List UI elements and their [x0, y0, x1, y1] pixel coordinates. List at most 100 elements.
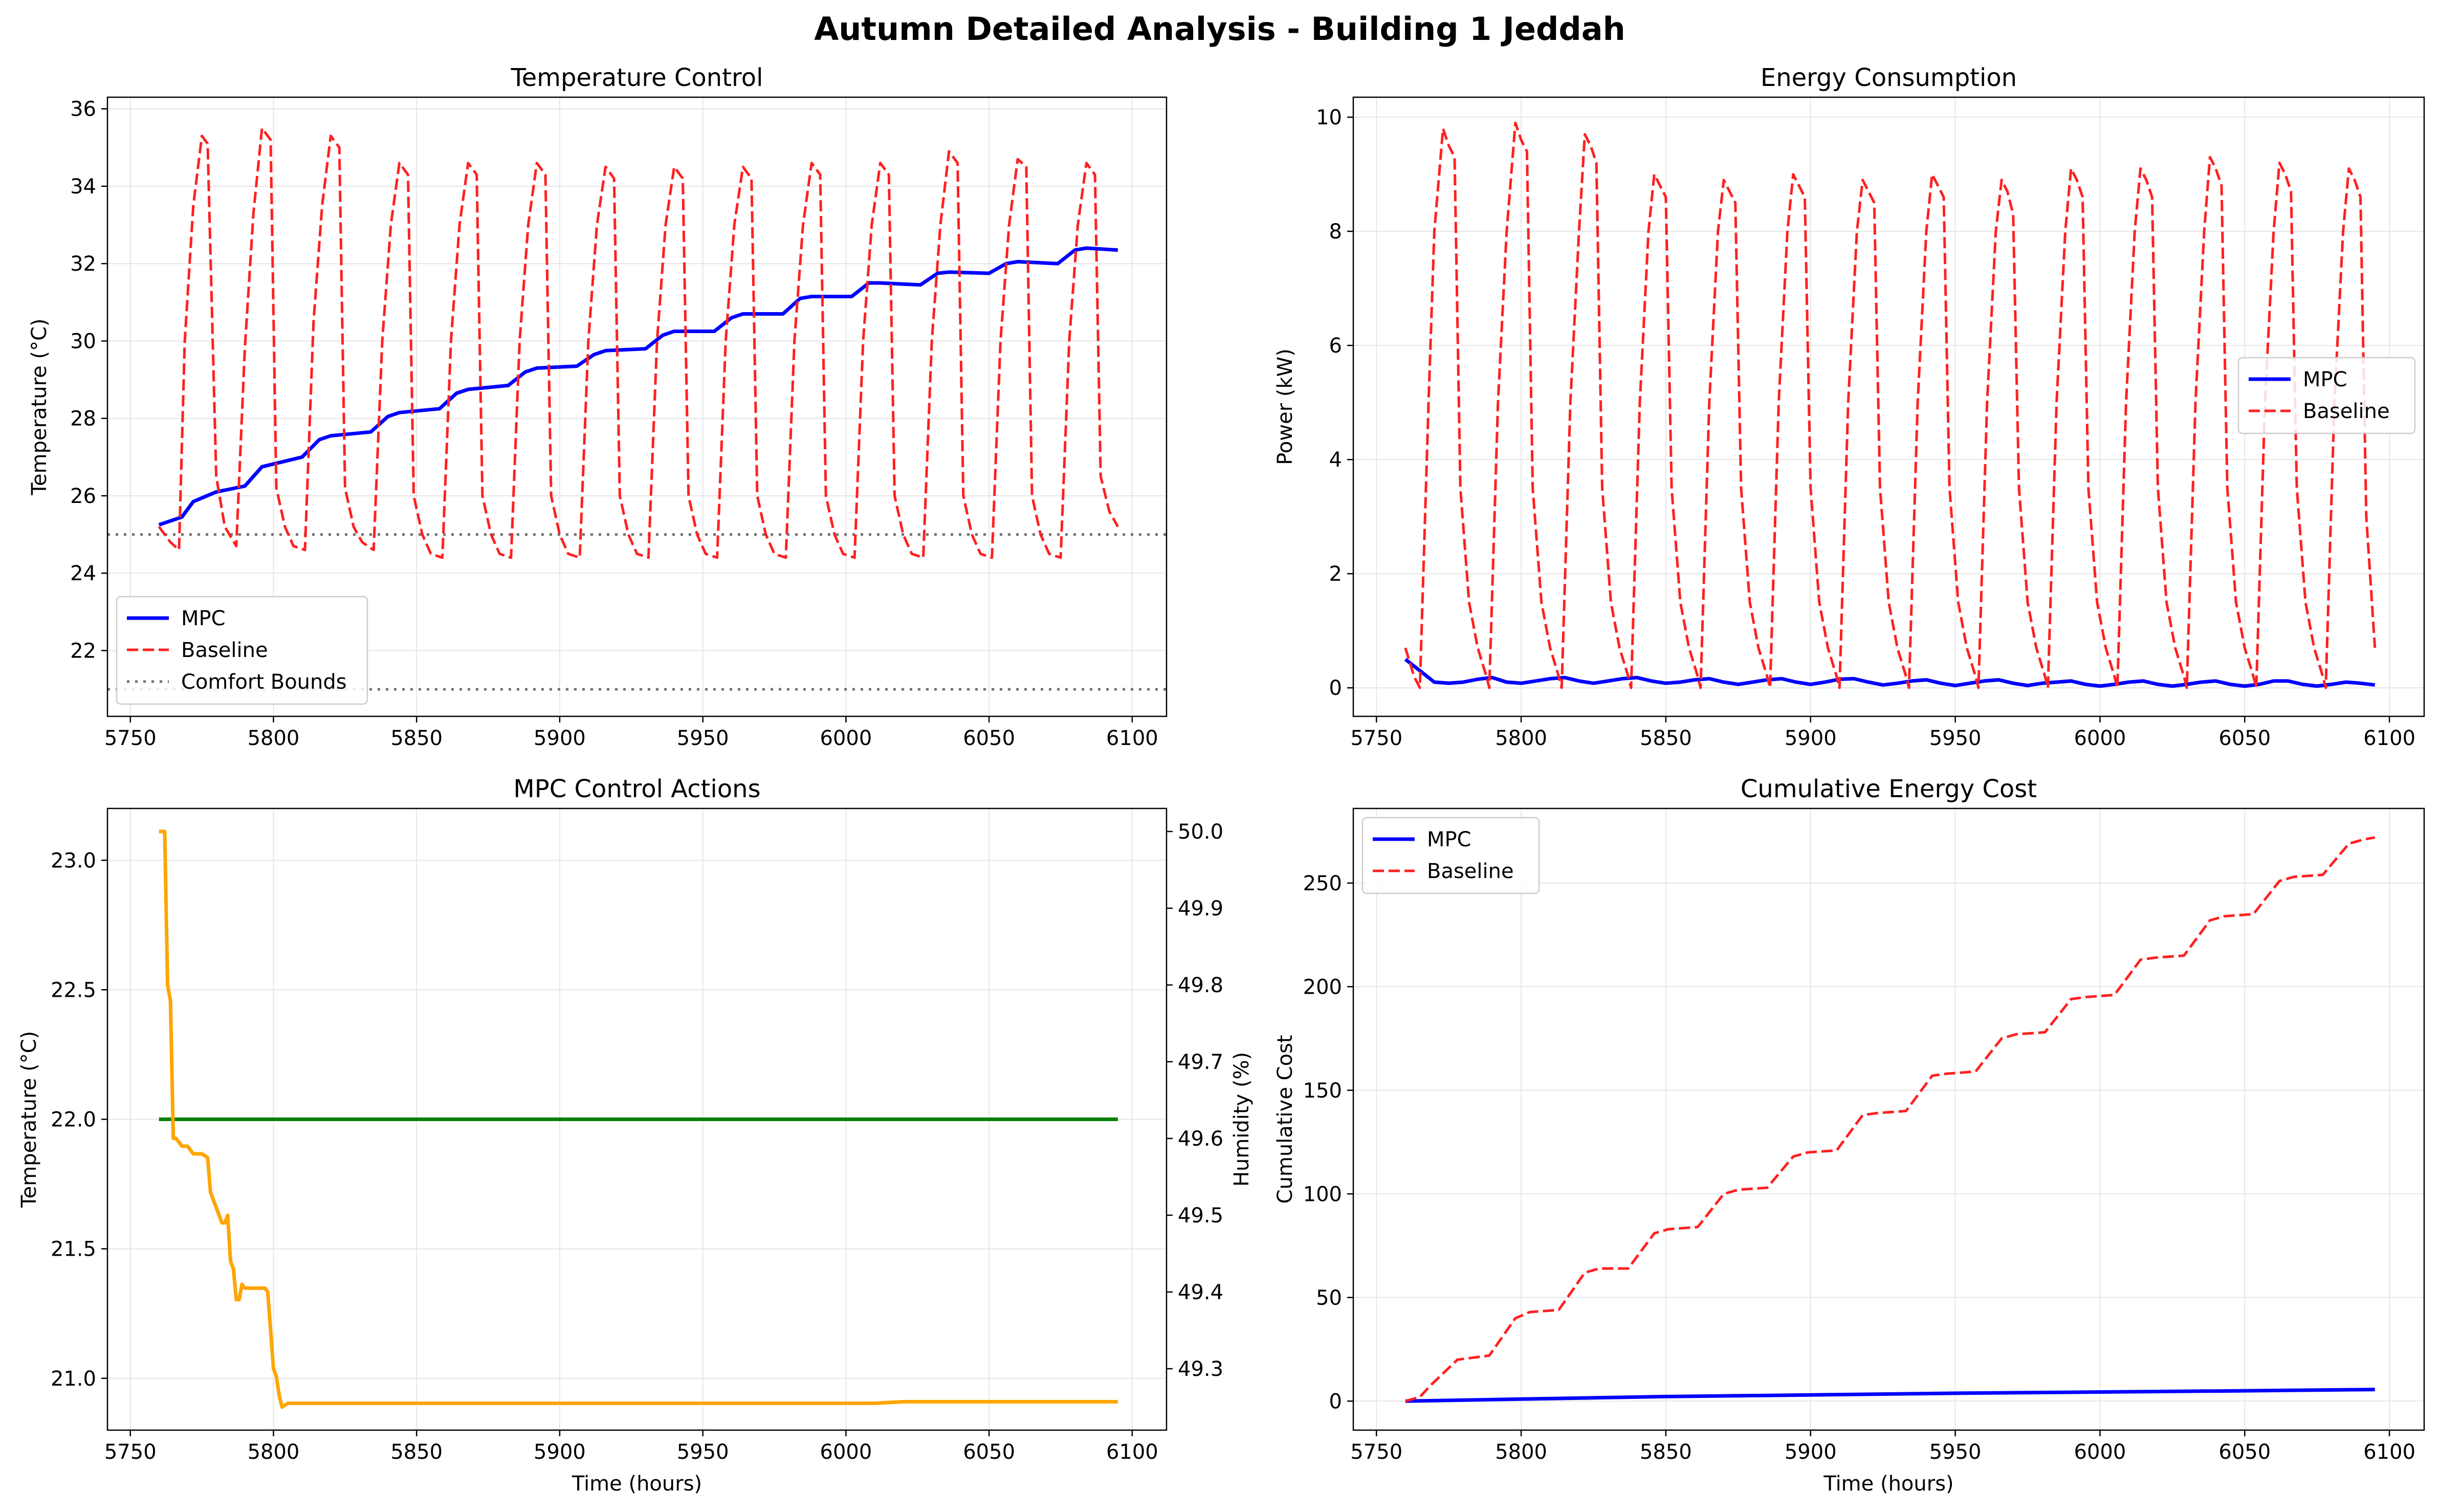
x-tick-label: 5850	[1640, 1440, 1692, 1464]
x-tick-label: 5950	[677, 1440, 729, 1464]
x-tick-label: 5800	[1495, 727, 1547, 750]
x-tick-label: 6050	[2218, 727, 2271, 750]
y-tick-label: 200	[1303, 975, 1342, 999]
x-tick-label: 5900	[1785, 727, 1837, 750]
y-tick-label: 100	[1303, 1182, 1342, 1206]
legend: MPC Baseline	[2237, 357, 2416, 434]
x-tick-label: 5750	[104, 727, 157, 750]
legend-label: MPC	[2303, 368, 2347, 391]
mpc-control-actions-panel: 5750 5800 5850 5900 5950 6000 6050 6100 21.0 21.5…	[17, 775, 1254, 1496]
legend-label: Baseline	[181, 639, 268, 662]
y-tick-label: 21.5	[51, 1238, 96, 1261]
x-tick-label: 6050	[963, 727, 1015, 750]
temperature-control-panel: 5750 5800 5850 5900 5950 6000 6050 6100 22 24 26 28…	[28, 63, 1168, 750]
series-line-mpc	[1404, 658, 2376, 688]
legend-label: Baseline	[2303, 400, 2390, 423]
x-tick-label: 5800	[1495, 1440, 1547, 1464]
x-tick-label: 5950	[1929, 1440, 1982, 1464]
y-right-tick-label: 49.9	[1178, 897, 1223, 921]
panel-title: Cumulative Energy Cost	[1741, 775, 2037, 803]
y-axis-label: Temperature (°C)	[17, 1031, 41, 1208]
legend-box	[116, 596, 368, 705]
series-line-baseline	[158, 127, 1119, 559]
y-tick-label: 22	[70, 639, 96, 663]
legend-label: MPC	[181, 607, 226, 630]
grid-lines	[107, 808, 1167, 1430]
y-tick-label: 2	[1329, 562, 1342, 586]
x-tick-label: 5900	[1785, 1440, 1837, 1464]
panel-title: Energy Consumption	[1761, 63, 2017, 92]
y-right-tick-label: 49.7	[1178, 1050, 1223, 1074]
y-right-tick-label: 49.3	[1178, 1357, 1223, 1381]
y-tick-label: 50	[1316, 1286, 1342, 1310]
x-tick-label: 5900	[534, 1440, 586, 1464]
legend: MPC Baseline Comfort Bounds	[116, 596, 368, 705]
y-tick-label: 4	[1329, 448, 1342, 472]
y-tick-label: 0	[1329, 676, 1342, 700]
grid-lines	[1353, 808, 2424, 1430]
energy-consumption-panel: 5750 5800 5850 5900 5950 6000 6050 6100 0 2 4 6 8 10 E…	[1273, 63, 2425, 750]
x-tick-label: 5800	[248, 1440, 300, 1464]
axes-frame	[1352, 807, 2425, 1431]
legend-label: MPC	[1427, 828, 1471, 851]
series-line-humidity-setpoint	[159, 829, 1118, 1409]
y-tick-label: 22.0	[51, 1108, 96, 1132]
y-tick-label: 22.5	[51, 978, 96, 1002]
axes-frame	[1352, 96, 2425, 717]
y-tick-label: 36	[70, 98, 96, 121]
y-tick-label: 24	[70, 562, 96, 585]
y-axis-label: Cumulative Cost	[1273, 1035, 1297, 1204]
y-right-tick-label: 49.5	[1178, 1204, 1223, 1228]
panel-title: MPC Control Actions	[513, 775, 760, 803]
y-right-tick-label: 49.6	[1178, 1127, 1223, 1151]
x-tick-label: 6100	[1106, 727, 1158, 750]
y-axis-label: Temperature (°C)	[28, 318, 51, 495]
figure-title: Autumn Detailed Analysis - Building 1 Je…	[814, 10, 1625, 48]
x-tick-label: 6050	[963, 1440, 1015, 1464]
x-tick-label: 5950	[1929, 727, 1982, 750]
legend-label: Comfort Bounds	[181, 670, 347, 694]
x-tick-label: 6100	[2363, 1440, 2415, 1464]
x-tick-label: 5750	[104, 1440, 157, 1464]
x-tick-label: 5950	[677, 727, 729, 750]
x-tick-label: 5900	[534, 727, 586, 750]
y-tick-label: 250	[1303, 872, 1342, 895]
y-tick-label: 28	[70, 407, 96, 431]
y-right-tick-label: 49.8	[1178, 974, 1223, 997]
panel-title: Temperature Control	[511, 63, 763, 92]
y-tick-label: 21.0	[51, 1367, 96, 1391]
y-tick-label: 150	[1303, 1079, 1342, 1103]
x-tick-label: 6100	[2363, 727, 2415, 750]
x-tick-label: 6050	[2218, 1440, 2271, 1464]
legend-box	[2237, 357, 2416, 434]
x-axis-label: Time (hours)	[571, 1472, 702, 1496]
y-tick-label: 0	[1329, 1390, 1342, 1413]
y-tick-label: 8	[1329, 220, 1342, 244]
x-tick-label: 6000	[2074, 727, 2126, 750]
y-tick-label: 32	[70, 252, 96, 276]
x-tick-label: 6100	[1106, 1440, 1158, 1464]
x-axis-label: Time (hours)	[1823, 1472, 1953, 1496]
axes-frame	[106, 96, 1168, 717]
y-tick-label: 6	[1329, 334, 1342, 358]
y-tick-label: 30	[70, 330, 96, 353]
x-tick-label: 5850	[390, 727, 443, 750]
series-line-baseline	[1405, 836, 2376, 1403]
x-tick-label: 6000	[2074, 1440, 2126, 1464]
y-tick-label: 34	[70, 175, 96, 199]
y-tick-label: 10	[1316, 106, 1342, 129]
x-tick-label: 6000	[820, 727, 872, 750]
legend-label: Baseline	[1427, 860, 1514, 883]
y-right-tick-label: 49.4	[1178, 1281, 1223, 1304]
x-tick-label: 5850	[1640, 727, 1692, 750]
cumulative-energy-cost-panel: 5750 5800 5850 5900 5950 6000 6050 6100 0 50 100 15…	[1273, 775, 2425, 1496]
x-tick-label: 5850	[390, 1440, 443, 1464]
y-tick-label: 26	[70, 485, 96, 508]
x-tick-label: 5750	[1350, 727, 1402, 750]
series-line-baseline	[1404, 121, 2377, 689]
y-right-tick-label: 50.0	[1178, 820, 1223, 844]
y-axis-label: Power (kW)	[1273, 348, 1297, 465]
legend: MPC Baseline	[1361, 817, 1540, 894]
series-line-mpc	[158, 246, 1118, 527]
